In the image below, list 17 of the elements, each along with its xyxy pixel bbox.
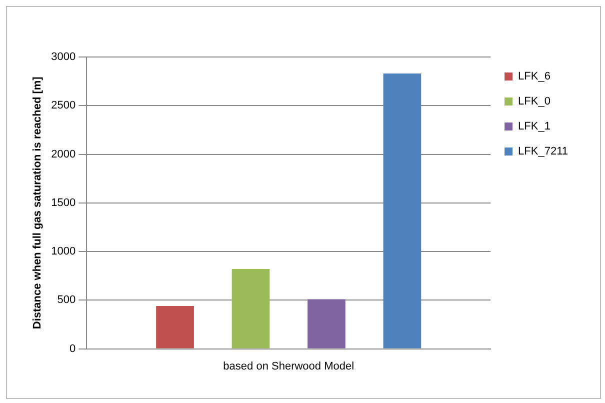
y-tick-label: 2000 xyxy=(51,148,76,160)
y-tick-label: 1500 xyxy=(51,196,76,209)
y-tick-label: 1000 xyxy=(51,246,76,258)
bar xyxy=(308,299,346,348)
x-tick-label: based on Sherwood Model xyxy=(223,360,354,372)
legend-label: LFK_7211 xyxy=(518,146,568,158)
legend-label: LFK_0 xyxy=(518,96,550,108)
y-axis-title: Distance when full gas saturation is reached [m] xyxy=(32,76,44,330)
legend-label: LFK_1 xyxy=(518,120,550,133)
bar xyxy=(383,74,422,348)
bar xyxy=(156,306,194,348)
y-tick-label: 0 xyxy=(70,342,76,355)
y-tick-label: 2500 xyxy=(51,100,76,112)
y-tick-label: 500 xyxy=(57,294,76,306)
bar xyxy=(232,269,270,348)
legend-label: LFK_6 xyxy=(518,70,550,83)
y-tick-label: 3000 xyxy=(51,51,76,64)
